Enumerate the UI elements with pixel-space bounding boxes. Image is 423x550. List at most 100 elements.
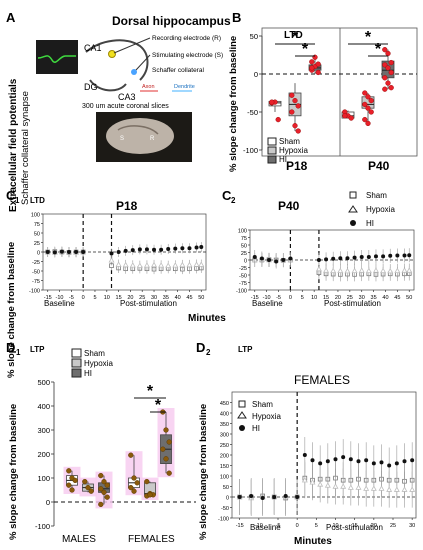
data-point bbox=[104, 482, 110, 488]
y-tick-label: 400 bbox=[37, 402, 50, 411]
legend-hi-swatch bbox=[267, 155, 277, 164]
point-hypoxia bbox=[401, 486, 408, 492]
data-point bbox=[166, 439, 172, 445]
point-hi bbox=[144, 247, 149, 252]
point-hi bbox=[274, 259, 279, 264]
point-hi bbox=[81, 250, 86, 254]
panel-d1-title: LTP bbox=[30, 345, 45, 354]
x-tick-label: -10 bbox=[263, 295, 271, 301]
point-hypoxia bbox=[351, 267, 358, 273]
x-tick-label: 0 bbox=[82, 295, 85, 301]
y-tick-label: -50 bbox=[239, 274, 247, 280]
y-tick-label: 0 bbox=[46, 498, 50, 507]
point-hi bbox=[325, 459, 330, 464]
point-hi bbox=[348, 457, 353, 462]
y-tick-label: 300 bbox=[37, 426, 50, 435]
point-hypoxia bbox=[401, 267, 408, 273]
significance-mark: * bbox=[147, 383, 154, 400]
data-point bbox=[382, 86, 388, 92]
x-tick-label: 10 bbox=[311, 295, 317, 301]
label-dendrite: Dendrite bbox=[174, 84, 195, 90]
panel-d2-title: FEMALES bbox=[294, 373, 350, 387]
data-point bbox=[82, 478, 88, 485]
data-point bbox=[295, 103, 301, 109]
label-dg: DG bbox=[84, 82, 98, 92]
y-tick-label: -100 bbox=[218, 517, 229, 523]
point-hi bbox=[288, 256, 293, 261]
y-tick-label: 0 bbox=[37, 251, 40, 257]
recording-electrode bbox=[113, 37, 151, 54]
data-point bbox=[362, 116, 368, 123]
point-hypoxia bbox=[151, 261, 158, 268]
point-hypoxia bbox=[370, 485, 377, 491]
point-hypoxia bbox=[358, 267, 365, 273]
point-hi bbox=[74, 250, 79, 254]
legend-d2-hi-marker bbox=[239, 425, 245, 431]
data-point bbox=[309, 59, 315, 65]
panel-d1-letter-sub: 1 bbox=[16, 348, 21, 357]
point-hi bbox=[59, 249, 64, 254]
x-tick-label: 0 bbox=[296, 523, 299, 529]
y-tick-label: 100 bbox=[31, 213, 40, 219]
significance-mark: * bbox=[365, 29, 372, 46]
point-hi bbox=[130, 248, 135, 253]
point-hypoxia bbox=[315, 265, 322, 272]
legend-d2-sham-label: Sham bbox=[252, 400, 273, 409]
point-hi bbox=[302, 453, 307, 457]
data-point bbox=[98, 472, 104, 479]
data-point bbox=[342, 113, 348, 119]
legend-d1-hypoxia-swatch bbox=[71, 358, 82, 368]
data-point bbox=[66, 468, 72, 474]
point-hi bbox=[345, 256, 350, 261]
x-tick-label: -15 bbox=[236, 523, 244, 529]
point-hi bbox=[281, 258, 286, 262]
point-hypoxia bbox=[380, 267, 387, 273]
data-point bbox=[128, 484, 134, 491]
slice-letter-r: R bbox=[150, 136, 155, 142]
label-schaffer-collateral: Schaffer collateral bbox=[152, 67, 204, 74]
data-point bbox=[348, 115, 354, 121]
x-tick-label: 10 bbox=[332, 523, 338, 529]
data-point bbox=[289, 92, 295, 98]
y-tick-label: 250 bbox=[220, 443, 229, 449]
y-tick-label: -25 bbox=[32, 260, 40, 266]
slice-tissue bbox=[106, 118, 174, 154]
point-hi bbox=[387, 463, 392, 468]
y-tick-label: -50 bbox=[247, 108, 258, 117]
point-hypoxia bbox=[309, 479, 316, 485]
point-hypoxia bbox=[179, 261, 186, 268]
legend-d1-sham-label: Sham bbox=[84, 349, 105, 358]
panel-c2-baseline-label: Baseline bbox=[252, 299, 283, 308]
panel-d1-legend: Sham Hypoxia HI bbox=[71, 348, 113, 378]
y-tick-label: 300 bbox=[220, 433, 229, 439]
data-point bbox=[365, 120, 371, 127]
y-tick-label: 400 bbox=[220, 412, 229, 418]
point-hi bbox=[402, 253, 407, 258]
legend-hypoxia-swatch bbox=[267, 146, 277, 155]
legend-c-hi-marker bbox=[350, 220, 356, 226]
x-tick-label: 45 bbox=[186, 295, 192, 301]
data-point bbox=[134, 480, 140, 486]
panel-d2-xlabel: Minutes bbox=[294, 536, 332, 547]
y-tick-label: 200 bbox=[37, 450, 50, 459]
point-hypoxia bbox=[122, 261, 129, 268]
point-hypoxia bbox=[340, 483, 347, 489]
point-hypoxia bbox=[323, 267, 330, 273]
panel-a-letter: A bbox=[6, 10, 16, 25]
panel-c1-title: P18 bbox=[116, 199, 138, 213]
point-hypoxia bbox=[317, 481, 324, 487]
label-ca3: CA3 bbox=[118, 92, 136, 102]
point-hi bbox=[410, 458, 415, 463]
x-tick-label: 25 bbox=[139, 295, 145, 301]
y-tick-label: -50 bbox=[32, 270, 40, 276]
y-tick-label: 100 bbox=[238, 229, 247, 235]
stimulation-site bbox=[131, 69, 137, 75]
panel-c1-baseline-label: Baseline bbox=[44, 299, 75, 308]
point-hi bbox=[331, 256, 336, 261]
point-hi bbox=[199, 245, 204, 250]
data-point bbox=[362, 101, 368, 108]
point-hi bbox=[295, 495, 300, 499]
point-hi bbox=[366, 255, 371, 259]
